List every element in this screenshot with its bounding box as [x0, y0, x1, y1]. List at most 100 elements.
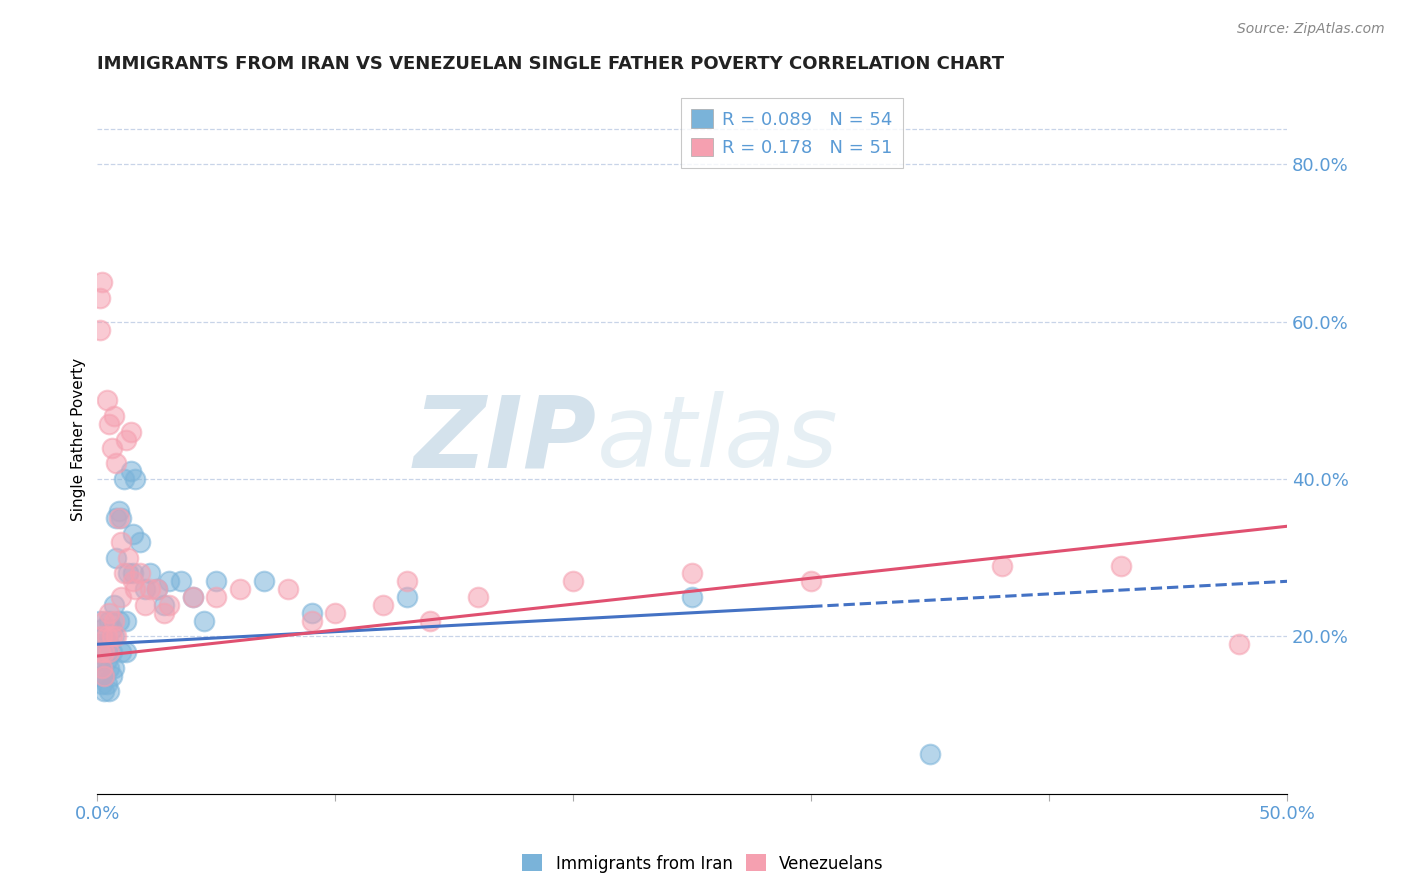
Point [93, 614, 115, 628]
Legend: Immigrants from Iran, Venezuelans: Immigrants from Iran, Venezuelans [516, 847, 890, 880]
Point [277, 582, 299, 597]
Point [107, 614, 129, 628]
Text: ZIP: ZIP [413, 392, 598, 488]
Point [122, 527, 145, 541]
Point [124, 582, 146, 597]
Point [138, 566, 160, 581]
Point [301, 614, 323, 628]
Point [146, 582, 169, 597]
Point [800, 574, 823, 589]
Point [89, 323, 111, 337]
Point [681, 590, 703, 604]
Point [181, 590, 204, 604]
Point [395, 590, 418, 604]
Point [100, 645, 122, 659]
Point [115, 614, 138, 628]
Point [1109, 558, 1132, 573]
Point [103, 661, 125, 675]
Point [93, 645, 115, 659]
Point [153, 606, 176, 620]
Point [89, 637, 111, 651]
Point [1229, 637, 1251, 651]
Point [91, 629, 114, 643]
Point [93, 669, 115, 683]
Point [120, 425, 142, 439]
Point [301, 606, 323, 620]
Legend: R = 0.089   N = 54, R = 0.178   N = 51: R = 0.089 N = 54, R = 0.178 N = 51 [681, 98, 903, 168]
Point [96, 637, 118, 651]
Point [122, 574, 145, 589]
Point [98, 614, 121, 628]
Point [129, 566, 152, 581]
Text: atlas: atlas [598, 392, 838, 488]
Point [371, 598, 394, 612]
Point [93, 629, 115, 643]
Point [395, 574, 418, 589]
Point [129, 535, 152, 549]
Point [323, 606, 346, 620]
Y-axis label: Single Father Poverty: Single Father Poverty [72, 359, 86, 521]
Point [89, 669, 111, 683]
Point [93, 645, 115, 659]
Point [105, 629, 128, 643]
Point [562, 574, 585, 589]
Point [105, 511, 128, 525]
Point [93, 669, 115, 683]
Point [112, 472, 135, 486]
Point [103, 614, 125, 628]
Point [110, 590, 132, 604]
Point [169, 574, 191, 589]
Point [96, 653, 118, 667]
Point [96, 629, 118, 643]
Point [120, 464, 142, 478]
Point [103, 629, 125, 643]
Point [100, 669, 122, 683]
Point [110, 535, 132, 549]
Point [110, 645, 132, 659]
Point [681, 566, 703, 581]
Point [115, 645, 138, 659]
Point [181, 590, 204, 604]
Point [467, 590, 489, 604]
Point [91, 622, 114, 636]
Point [107, 503, 129, 517]
Point [205, 574, 228, 589]
Point [105, 456, 128, 470]
Point [134, 582, 156, 597]
Point [157, 574, 180, 589]
Point [115, 433, 138, 447]
Point [91, 676, 114, 690]
Point [96, 676, 118, 690]
Point [193, 614, 215, 628]
Point [91, 276, 114, 290]
Point [146, 582, 169, 597]
Point [112, 566, 135, 581]
Point [91, 661, 114, 675]
Point [253, 574, 276, 589]
Point [98, 637, 121, 651]
Point [89, 653, 111, 667]
Point [205, 590, 228, 604]
Point [138, 582, 160, 597]
Point [990, 558, 1012, 573]
Point [96, 393, 118, 408]
Point [89, 291, 111, 305]
Point [920, 747, 942, 762]
Point [100, 441, 122, 455]
Point [110, 511, 132, 525]
Point [100, 629, 122, 643]
Point [103, 598, 125, 612]
Point [103, 409, 125, 424]
Point [91, 661, 114, 675]
Point [98, 684, 121, 698]
Text: IMMIGRANTS FROM IRAN VS VENEZUELAN SINGLE FATHER POVERTY CORRELATION CHART: IMMIGRANTS FROM IRAN VS VENEZUELAN SINGL… [97, 55, 1004, 73]
Point [124, 472, 146, 486]
Point [89, 614, 111, 628]
Text: Source: ZipAtlas.com: Source: ZipAtlas.com [1237, 22, 1385, 37]
Point [157, 598, 180, 612]
Point [117, 566, 139, 581]
Point [98, 417, 121, 431]
Point [117, 550, 139, 565]
Point [98, 661, 121, 675]
Point [93, 684, 115, 698]
